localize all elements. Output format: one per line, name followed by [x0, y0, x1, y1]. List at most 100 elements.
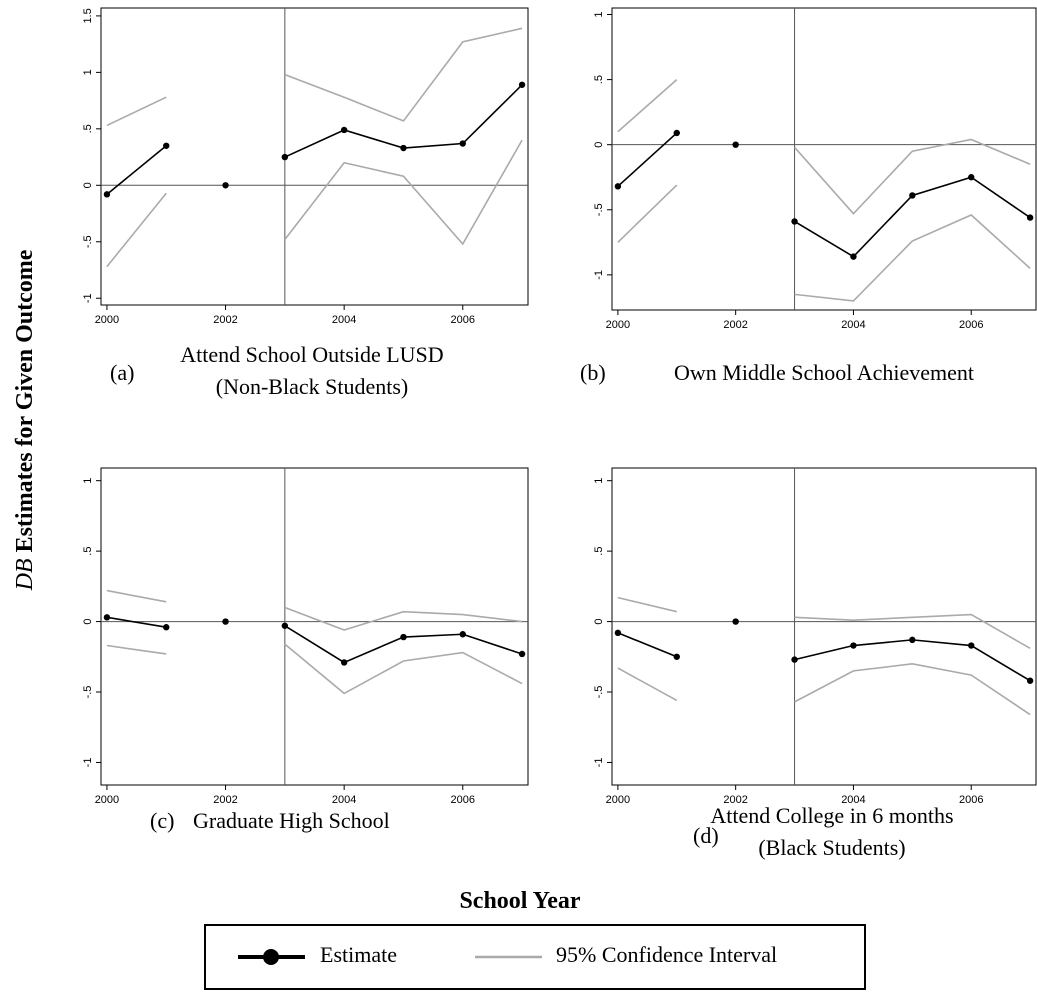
ci-line — [617, 663, 1031, 716]
estimate-point — [673, 129, 680, 137]
y-tick-label: 0 — [82, 619, 94, 625]
plot-frame — [100, 467, 529, 786]
panel-label: (b) — [580, 360, 606, 385]
x-tick-label: 2006 — [451, 314, 475, 326]
estimate-point — [791, 656, 798, 663]
y-tick-label: 1 — [82, 478, 94, 484]
y-axis-label: DB Estimates for Given Outcome — [12, 249, 38, 591]
panel-title: Own Middle School Achievement — [674, 360, 974, 385]
estimate-point — [103, 191, 111, 198]
y-tick-label: .5 — [82, 124, 94, 133]
estimate-point — [281, 622, 289, 629]
estimate-point — [459, 631, 466, 638]
estimate-point — [968, 642, 975, 649]
y-axis-label-math: DB — [12, 558, 38, 591]
x-tick-label: 2000 — [606, 319, 630, 331]
y-tick-label: 0 — [593, 619, 605, 625]
y-tick-label: 1 — [593, 478, 605, 484]
legend-label: Estimate — [320, 942, 397, 967]
x-tick-label: 2006 — [451, 794, 475, 806]
estimate-point — [459, 140, 466, 147]
plot-frame — [100, 7, 529, 306]
ci-line — [106, 643, 523, 695]
x-tick-label: 2002 — [723, 319, 747, 331]
estimate-point — [222, 618, 229, 625]
ci-line — [106, 139, 523, 268]
estimate-point — [673, 653, 680, 660]
y-tick-label: 0 — [82, 182, 94, 188]
estimate-point — [850, 642, 857, 649]
y-tick-label: 1 — [593, 11, 605, 17]
estimate-line — [106, 616, 523, 664]
y-tick-label: 0 — [593, 142, 605, 148]
ci-line — [617, 78, 1031, 215]
panel-title: Attend School Outside LUSD — [180, 342, 443, 367]
x-tick-label: 2000 — [606, 794, 630, 806]
estimate-point — [614, 629, 622, 637]
y-tick-label: .5 — [593, 547, 605, 556]
estimate-point — [163, 624, 170, 631]
y-tick-label: 1.5 — [82, 8, 94, 23]
x-tick-label: 2000 — [95, 794, 119, 806]
panel-label: (c) — [150, 808, 174, 833]
estimate-point — [281, 153, 289, 161]
x-tick-label: 2002 — [213, 794, 237, 806]
estimate-point — [103, 614, 111, 621]
estimate-line — [617, 132, 1031, 258]
y-tick-label: .5 — [593, 75, 605, 84]
panel-label: (d) — [693, 823, 719, 848]
x-tick-label: 2000 — [95, 314, 119, 326]
x-tick-label: 2004 — [841, 319, 865, 331]
y-tick-label: -1 — [82, 758, 94, 768]
x-tick-label: 2004 — [332, 794, 356, 806]
ci-line — [106, 589, 523, 631]
x-axis-label: School Year — [459, 888, 580, 914]
estimate-point — [400, 633, 407, 641]
y-tick-label: -.5 — [593, 686, 605, 699]
estimate-point — [1026, 677, 1034, 684]
estimate-point — [340, 126, 348, 134]
legend-box — [204, 924, 866, 990]
x-tick-label: 2004 — [841, 794, 865, 806]
ci-line — [106, 27, 523, 127]
x-tick-label: 2002 — [213, 314, 237, 326]
panel-title: Graduate High School — [193, 808, 390, 833]
estimate-point — [791, 218, 798, 225]
y-tick-label: .5 — [82, 547, 94, 556]
estimate-point — [222, 182, 229, 189]
panel-label: (a) — [110, 360, 134, 385]
estimate-point — [163, 142, 170, 149]
panel-title: (Black Students) — [758, 835, 905, 860]
y-tick-label: 1 — [82, 69, 94, 75]
ci-line — [617, 184, 1031, 302]
plot-frame — [611, 7, 1037, 311]
y-tick-label: -1 — [82, 293, 94, 303]
x-tick-label: 2002 — [723, 794, 747, 806]
panel-title: Attend College in 6 months — [710, 803, 953, 828]
y-tick-label: -1 — [593, 270, 605, 280]
legend-swatch-dot — [263, 949, 279, 965]
estimate-point — [518, 81, 526, 88]
ci-line — [617, 596, 1031, 650]
estimate-point — [1026, 214, 1034, 221]
estimate-point — [518, 650, 526, 658]
y-tick-label: -.5 — [593, 203, 605, 216]
y-tick-label: -.5 — [82, 235, 94, 248]
plot-frame — [611, 467, 1037, 786]
estimate-point — [340, 659, 348, 666]
estimate-point — [909, 192, 916, 199]
y-tick-label: -1 — [593, 758, 605, 768]
x-tick-label: 2006 — [959, 319, 983, 331]
y-tick-label: -.5 — [82, 686, 94, 699]
estimate-point — [614, 183, 622, 190]
x-tick-label: 2004 — [332, 314, 356, 326]
estimate-point — [968, 174, 975, 181]
estimate-point — [909, 636, 916, 644]
estimate-point — [400, 144, 407, 152]
estimate-line — [106, 84, 523, 195]
legend-label: 95% Confidence Interval — [556, 942, 777, 967]
x-tick-label: 2006 — [959, 794, 983, 806]
estimate-point — [732, 141, 739, 148]
panel-title: (Non-Black Students) — [216, 374, 408, 399]
